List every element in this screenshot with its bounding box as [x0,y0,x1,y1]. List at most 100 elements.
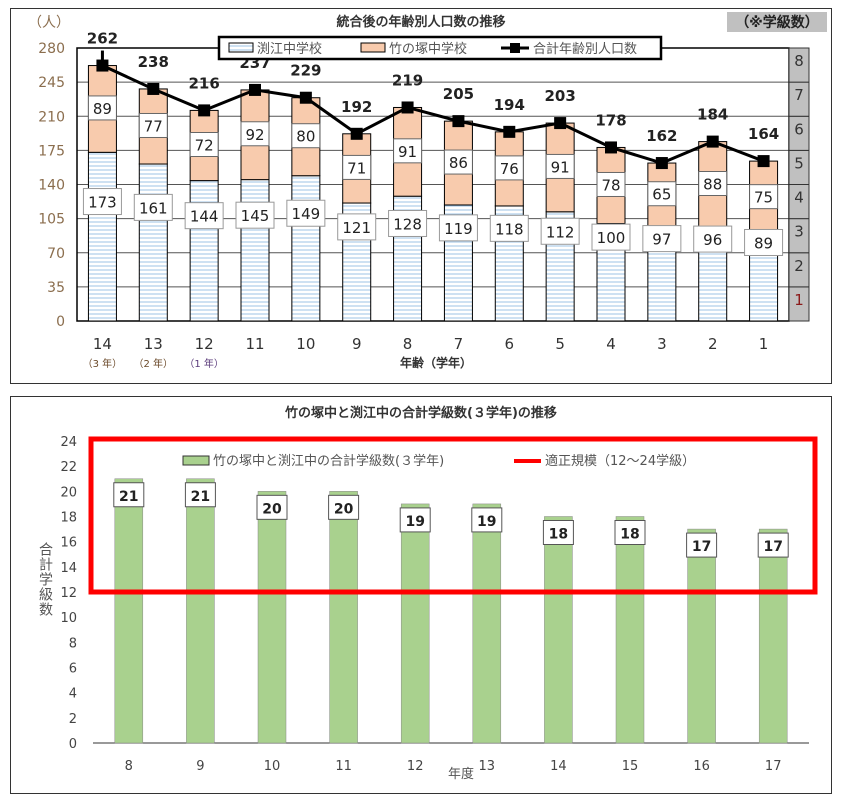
data-label-takenotsuka: 86 [449,154,468,172]
data-label-total: 194 [494,96,525,114]
x-tick-label: 3 [657,335,667,353]
x-tick-sublabel: （2 年） [134,357,174,370]
legend-label-total: 合計年齢別人口数 [533,41,637,57]
y-tick-label: 16 [60,536,77,551]
data-label-box [489,214,529,242]
data-label-takenotsuka: 65 [652,186,671,204]
legend-label-fuchie: 渕江中学校 [257,41,322,57]
y-tick-label: 175 [38,143,65,159]
class-count-label: 5 [794,154,804,172]
y-tick-label: 70 [47,246,65,262]
data-label-box [184,482,216,508]
data-label-box [138,112,168,138]
data-label: 19 [405,514,424,530]
data-label-fuchie: 112 [546,223,575,241]
data-label: 21 [119,489,138,505]
y-tick-label: 4 [69,687,77,702]
total-marker [350,127,363,140]
data-label-box [443,149,473,175]
total-marker [96,59,109,72]
data-label-box [647,181,677,207]
x-tick-label: 5 [555,335,565,353]
data-label: 17 [692,539,711,555]
x-tick-label: 9 [352,335,362,353]
data-label-box [388,209,428,237]
y-tick-label: 18 [60,511,77,526]
class-count-chart-panel: 竹の塚中と渕江中の合計学級数(３学年)の推移 0 2 4 6 8 10 12 14 16 18 20 2… [10,396,832,794]
bar-class-count [472,503,502,744]
legend-label-reference: 適正規模（12～24学級） [545,453,695,469]
data-label-box [591,223,631,251]
y-tick-label: 22 [60,460,77,475]
data-label-takenotsuka: 89 [93,100,112,118]
data-label-total: 184 [697,106,728,124]
data-label-takenotsuka: 72 [195,137,214,155]
y-tick-label: 245 [38,75,65,91]
data-label-fuchie: 97 [652,231,671,249]
note-background [727,12,827,32]
data-label-box [189,132,219,157]
total-line [101,64,765,165]
data-label-box [87,95,117,121]
data-label-box [642,225,682,253]
data-label-total: 162 [646,127,677,145]
y-tick-label: 10 [60,611,77,626]
data-label-total: 203 [544,87,575,105]
class-count-label: 8 [794,52,804,70]
data-label-box [698,171,728,196]
data-label-total: 164 [748,125,779,143]
data-label-takenotsuka: 76 [500,160,519,178]
bar-class-count [257,491,287,744]
data-label-fuchie: 149 [292,205,321,223]
y-tick-label: 14 [60,561,77,576]
total-marker [452,115,465,128]
data-label-box [693,225,733,253]
x-tick-sublabel: （1 年） [184,357,224,370]
data-label-total: 178 [595,111,626,129]
data-label-fuchie: 118 [495,220,524,238]
data-label-box [757,532,789,558]
x-tick-label: 10 [296,335,315,353]
legend [217,35,663,61]
x-tick-label: 4 [606,335,616,353]
data-label-box [342,154,372,180]
total-marker [706,135,719,148]
data-label-takenotsuka: 75 [754,189,773,207]
data-label-box [337,213,377,241]
y-tick-label: 20 [60,485,77,500]
legend-label-class-count: 竹の塚中と渕江中の合計学級数(３学年) [213,453,444,469]
data-label-fuchie: 128 [393,215,422,233]
legend-swatch-takenotsuka [360,42,386,53]
x-tick-label: 11 [335,759,352,774]
y-tick-label: 12 [60,586,77,601]
x-tick-label: 10 [264,759,281,774]
data-label-fuchie: 144 [190,208,219,226]
x-tick-label: 7 [454,335,464,353]
bar-fuchie [138,163,168,322]
class-count-label: 1 [794,291,804,309]
data-label-box [494,155,524,181]
class-count-chart: 竹の塚中と渕江中の合計学級数(３学年)の推移024681012141618202… [37,405,818,782]
data-label-box [471,507,503,533]
bar-class-count [400,503,430,744]
x-axis-title: 年齢（学年） [400,355,472,370]
data-label-fuchie: 100 [597,229,626,247]
y-tick-label: 210 [38,109,65,125]
reference-band-rect [88,436,818,595]
y-tick-label: 140 [38,178,65,194]
legend-marker-total [510,43,520,53]
y-tick-label: 280 [38,41,65,57]
data-label-takenotsuka: 77 [144,117,163,135]
data-label-box [686,532,718,558]
bar-fuchie [87,151,117,322]
data-label: 18 [620,527,639,543]
data-label-takenotsuka: 71 [347,159,366,177]
data-label-total: 219 [392,71,423,89]
x-axis-title: 年度 [448,766,474,782]
x-tick-label: 17 [765,759,782,774]
data-label: 19 [477,514,496,530]
total-marker [757,155,770,168]
total-marker [198,104,211,117]
total-marker [554,117,567,130]
data-label-box [614,520,646,545]
